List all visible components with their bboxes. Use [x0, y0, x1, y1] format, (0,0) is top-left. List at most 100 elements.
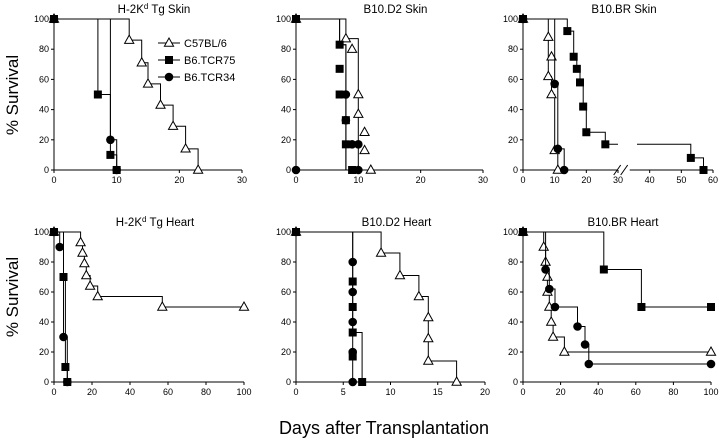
- x-tick-label: 80: [668, 387, 678, 397]
- data-point: [580, 340, 590, 349]
- y-tick-label: 20: [281, 347, 291, 357]
- y-tick-label: 40: [508, 105, 518, 115]
- y-tick-label: 80: [39, 44, 49, 54]
- data-point: [291, 227, 301, 237]
- data-point: [352, 108, 364, 118]
- y-tick-label: 40: [508, 317, 518, 327]
- data-point: [142, 77, 154, 88]
- y-tick-label: 0: [44, 165, 49, 175]
- survival-curve: [523, 231, 711, 365]
- data-point: [422, 354, 434, 365]
- series-B6.TCR34: [291, 227, 358, 387]
- x-tick-label: 20: [556, 387, 566, 397]
- data-point: [545, 284, 554, 294]
- y-tick-label: 20: [39, 347, 49, 357]
- data-point: [705, 345, 717, 356]
- data-point: [563, 27, 572, 36]
- data-point: [559, 165, 569, 175]
- data-point: [348, 166, 357, 174]
- x-tick-label: 40: [125, 387, 135, 397]
- x-tick-label: 10: [112, 175, 122, 185]
- data-point: [341, 90, 351, 99]
- data-point: [542, 70, 554, 81]
- data-point: [354, 165, 363, 175]
- data-point: [77, 246, 88, 257]
- y-tick-label: 80: [281, 44, 291, 54]
- x-tick-label: 10: [385, 387, 395, 397]
- data-point: [553, 144, 563, 154]
- data-point: [550, 79, 559, 89]
- panel-title: B10.D2 Skin: [364, 4, 428, 16]
- data-point: [340, 32, 352, 43]
- data-point: [167, 120, 179, 130]
- data-point: [180, 142, 192, 153]
- y-tick-label: 40: [39, 105, 49, 115]
- data-point: [347, 140, 357, 149]
- data-point: [49, 227, 59, 237]
- data-point: [106, 150, 115, 159]
- x-tick-label: 20: [581, 175, 591, 185]
- data-point: [573, 322, 582, 331]
- data-point: [550, 302, 560, 312]
- data-point: [156, 300, 168, 311]
- data-point: [546, 88, 557, 99]
- series-C57BL/6: [48, 12, 204, 174]
- data-point: [335, 64, 344, 73]
- data-point: [93, 90, 102, 99]
- data-point: [422, 332, 434, 343]
- data-point: [582, 128, 591, 137]
- x-tick-label: 0: [293, 387, 298, 397]
- data-point: [422, 311, 434, 322]
- legend-label: B6.TCR34: [184, 72, 235, 84]
- data-point: [123, 34, 135, 44]
- data-point: [78, 257, 90, 268]
- series-B6.TCR34: [518, 14, 569, 175]
- series-C57BL/6: [48, 225, 250, 311]
- y-axis-label-top: % Survival: [3, 55, 22, 135]
- y-tick-label: 100: [276, 227, 291, 237]
- y-tick-label: 0: [513, 377, 518, 387]
- y-tick-label: 80: [281, 257, 291, 267]
- data-point: [80, 269, 92, 280]
- x-tick-label: 5: [341, 387, 346, 397]
- legend-label: B6.TCR75: [184, 55, 235, 67]
- data-point: [542, 31, 554, 41]
- data-point: [518, 14, 528, 24]
- y-tick-label: 20: [39, 135, 49, 145]
- y-tick-label: 60: [508, 287, 518, 297]
- data-point: [572, 64, 581, 73]
- x-tick-label: 0: [293, 175, 298, 185]
- data-point: [106, 135, 115, 145]
- data-point: [569, 52, 578, 61]
- data-point: [63, 377, 72, 387]
- data-point: [136, 56, 148, 67]
- panel-6: 0 20 40 60 80 100 0 20 40 60 80 100 B10.BR Heart: [503, 217, 719, 397]
- y-tick-label: 60: [508, 74, 518, 84]
- legend-marker: [163, 36, 175, 47]
- data-point: [359, 144, 371, 155]
- data-point: [546, 50, 557, 61]
- data-point: [686, 153, 695, 162]
- y-tick-label: 60: [39, 287, 49, 297]
- axis-break-mark: [613, 164, 622, 176]
- data-point: [359, 126, 371, 136]
- data-point: [352, 88, 364, 99]
- y-tick-label: 100: [34, 227, 49, 237]
- data-point: [451, 375, 463, 386]
- data-point: [576, 78, 584, 87]
- panel-title: B10.D2 Heart: [362, 217, 432, 229]
- series-B6.TCR75: [50, 228, 72, 386]
- x-tick-label: 0: [51, 387, 56, 397]
- data-point: [348, 377, 358, 387]
- data-point: [49, 14, 59, 24]
- series-C57BL/6: [290, 225, 463, 386]
- y-tick-label: 40: [281, 105, 291, 115]
- y-tick-label: 40: [39, 317, 49, 327]
- y-axis-label-bottom: % Survival: [3, 257, 22, 337]
- axis-break-mark: [620, 164, 629, 176]
- survival-curve: [54, 18, 199, 170]
- data-point: [112, 165, 121, 175]
- x-tick-label: 30: [478, 175, 488, 185]
- data-point: [706, 359, 716, 369]
